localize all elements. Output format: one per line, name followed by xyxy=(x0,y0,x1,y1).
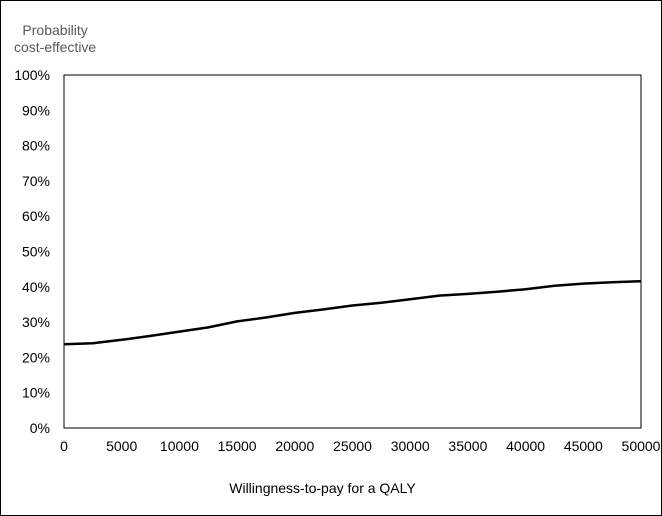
y-tick-label: 80% xyxy=(22,138,50,154)
x-tick-label: 5000 xyxy=(106,438,137,454)
x-tick-label: 50000 xyxy=(622,438,661,454)
x-tick-label: 30000 xyxy=(391,438,430,454)
series-group xyxy=(63,279,642,346)
x-tick-label: 40000 xyxy=(506,438,545,454)
y-tick-label: 0% xyxy=(30,420,50,436)
y-tick-label: 50% xyxy=(22,244,50,260)
series-line xyxy=(63,279,642,346)
x-axis-ticks: 0 5000 10000 15000 20000 25000 30000 35000 40000… xyxy=(60,438,661,454)
x-tick-label: 25000 xyxy=(333,438,372,454)
y-tick-label: 60% xyxy=(22,208,50,224)
x-axis-title: Willingness-to-pay for a QALY xyxy=(229,480,416,496)
y-axis-ticks: 0% 10% 20% 30% 40% 50% 60% 70% 80% 90% 100% xyxy=(14,67,50,436)
y-tick-label: 30% xyxy=(22,314,50,330)
x-tick-label: 20000 xyxy=(275,438,314,454)
y-tick-label: 70% xyxy=(22,173,50,189)
y-axis-title: Probability cost-effective xyxy=(14,22,96,56)
x-tick-label: 10000 xyxy=(160,438,199,454)
y-tick-label: 90% xyxy=(22,102,50,118)
plot-area xyxy=(63,74,642,429)
x-tick-label: 0 xyxy=(60,438,68,454)
y-tick-label: 20% xyxy=(22,349,50,365)
y-tick-label: 100% xyxy=(14,67,50,83)
y-tick-label: 40% xyxy=(22,279,50,295)
y-axis-title-line-2: cost-effective xyxy=(14,39,97,55)
y-tick-label: 10% xyxy=(22,385,50,401)
x-tick-label: 45000 xyxy=(564,438,603,454)
x-tick-label: 35000 xyxy=(448,438,487,454)
x-tick-label: 15000 xyxy=(218,438,257,454)
y-axis-title-line-1: Probability xyxy=(22,22,88,38)
